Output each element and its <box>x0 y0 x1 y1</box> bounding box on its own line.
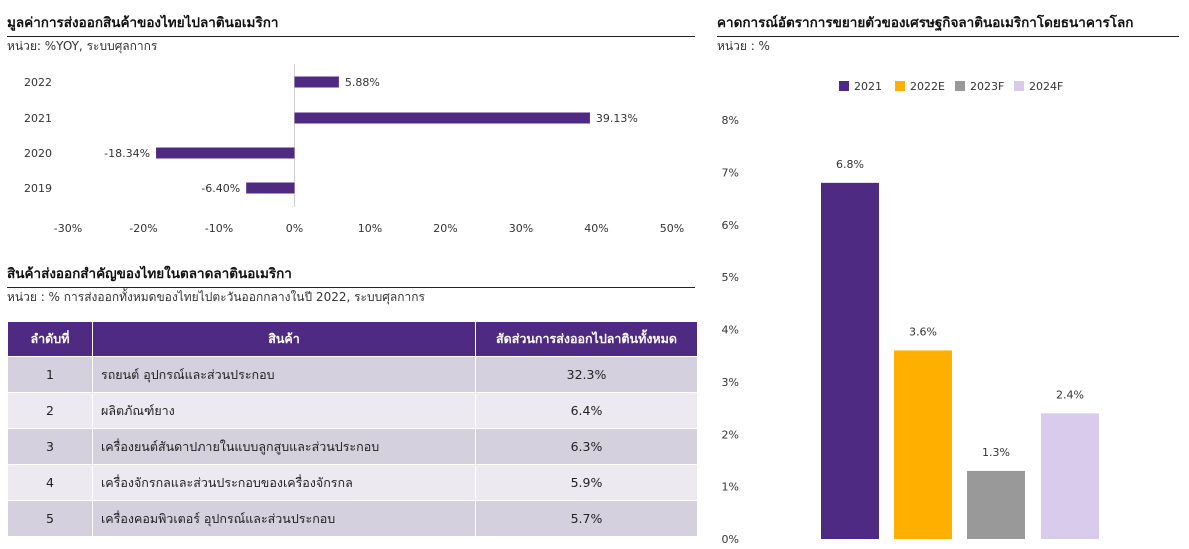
cell-product: ผลิตภัณฑ์ยาง <box>92 392 476 429</box>
bar <box>294 76 339 88</box>
cell-rank: 3 <box>7 428 93 465</box>
data-label: 2.4% <box>1056 388 1084 401</box>
y-tick-label: 8% <box>722 114 739 127</box>
x-tick-label: -20% <box>129 222 157 235</box>
cell-share: 6.4% <box>475 392 698 429</box>
key-exports-table: ลำดับที่ สินค้า สัดส่วนการส่งออกไปลาตินท… <box>7 321 698 537</box>
key-exports-unit: หน่วย : % การส่งออกทั้งหมดของไทยไปตะวันอ… <box>7 290 425 304</box>
table-row: 5 เครื่องคอมพิวเตอร์ อุปกรณ์และส่วนประกอ… <box>7 500 698 537</box>
bar <box>1041 413 1099 539</box>
x-tick-label: 20% <box>433 222 457 235</box>
cell-product: รถยนต์ อุปกรณ์และส่วนประกอบ <box>92 356 476 393</box>
cell-share: 6.3% <box>475 428 698 465</box>
cell-product: เครื่องยนต์สันดาปภายในแบบลูกสูบและส่วนปร… <box>92 428 476 465</box>
cell-rank: 5 <box>7 500 93 537</box>
table-header-row: ลำดับที่ สินค้า สัดส่วนการส่งออกไปลาตินท… <box>7 321 698 357</box>
x-tick-label: 50% <box>660 222 684 235</box>
cell-product: เครื่องจักรกลและส่วนประกอบของเครื่องจักร… <box>92 464 476 501</box>
table-row: 1 รถยนต์ อุปกรณ์และส่วนประกอบ 32.3% <box>7 356 698 393</box>
table-row: 3 เครื่องยนต์สันดาปภายในแบบลูกสูบและส่วน… <box>7 428 698 465</box>
cell-share: 32.3% <box>475 356 698 393</box>
category-label: 2021 <box>24 112 52 125</box>
category-label: 2020 <box>24 147 52 160</box>
bar <box>294 112 590 124</box>
y-tick-label: 4% <box>722 324 739 337</box>
bar <box>821 182 879 539</box>
data-label: -6.40% <box>201 182 240 195</box>
category-label: 2022 <box>24 76 52 89</box>
y-tick-label: 1% <box>722 481 739 494</box>
cell-share: 5.7% <box>475 500 698 537</box>
x-tick-label: 30% <box>509 222 533 235</box>
key-exports-title: สินค้าส่งออกสำคัญของไทยในตลาดลาตินอเมริก… <box>7 262 695 288</box>
table-row: 4 เครื่องจักรกลและส่วนประกอบของเครื่องจั… <box>7 464 698 501</box>
gdp-forecast-chart: 2021 2022E 2023F 2024F 0% 1% 2% 3% 4% 5% 6% 7% 8% 6.8… <box>722 80 1099 546</box>
x-tick-label: 40% <box>584 222 608 235</box>
header-rank: ลำดับที่ <box>7 321 93 357</box>
x-tick-label: 10% <box>358 222 382 235</box>
export-value-unit: หน่วย: %YOY, ระบบศุลกากร <box>7 39 158 53</box>
cell-rank: 2 <box>7 392 93 429</box>
gdp-forecast-title: คาดการณ์อัตราการขยายตัวของเศรษฐกิจลาตินอ… <box>717 11 1179 37</box>
cell-share: 5.9% <box>475 464 698 501</box>
data-label: -18.34% <box>104 147 150 160</box>
data-label: 1.3% <box>982 446 1010 459</box>
legend-label: 2024F <box>1029 80 1063 93</box>
y-tick-label: 5% <box>722 271 739 284</box>
header-product: สินค้า <box>92 321 476 357</box>
data-label: 3.6% <box>909 325 937 338</box>
legend-label: 2022E <box>910 80 945 93</box>
legend-label: 2023F <box>970 80 1004 93</box>
export-value-title: มูลค่าการส่งออกสินค้าของไทยไปลาตินอเมริก… <box>7 11 695 37</box>
y-tick-label: 3% <box>722 376 739 389</box>
cell-rank: 4 <box>7 464 93 501</box>
cell-rank: 1 <box>7 356 93 393</box>
x-tick-label: -10% <box>205 222 233 235</box>
export-growth-chart: 2022 5.88% 2021 39.13% 2020 -18.34% 2019 -6.40%… <box>24 64 684 235</box>
legend-swatch <box>1014 81 1024 91</box>
header-share: สัดส่วนการส่งออกไปลาตินทั้งหมด <box>475 321 698 357</box>
legend-swatch <box>895 81 905 91</box>
cell-product: เครื่องคอมพิวเตอร์ อุปกรณ์และส่วนประกอบ <box>92 500 476 537</box>
legend-label: 2021 <box>854 80 882 93</box>
bar <box>246 182 295 194</box>
table-row: 2 ผลิตภัณฑ์ยาง 6.4% <box>7 392 698 429</box>
legend-swatch <box>955 81 965 91</box>
legend-swatch <box>839 81 849 91</box>
bar <box>156 147 295 159</box>
y-tick-label: 6% <box>722 219 739 232</box>
x-tick-label: 0% <box>286 222 303 235</box>
x-tick-label: -30% <box>54 222 82 235</box>
gdp-forecast-unit: หน่วย : % <box>717 39 770 53</box>
y-tick-label: 7% <box>722 166 739 179</box>
bar <box>894 350 952 539</box>
data-label: 6.8% <box>836 158 864 171</box>
data-label: 39.13% <box>596 112 638 125</box>
category-label: 2019 <box>24 182 52 195</box>
bar <box>967 470 1025 539</box>
y-tick-label: 0% <box>722 533 739 546</box>
data-label: 5.88% <box>345 76 380 89</box>
y-tick-label: 2% <box>722 428 739 441</box>
